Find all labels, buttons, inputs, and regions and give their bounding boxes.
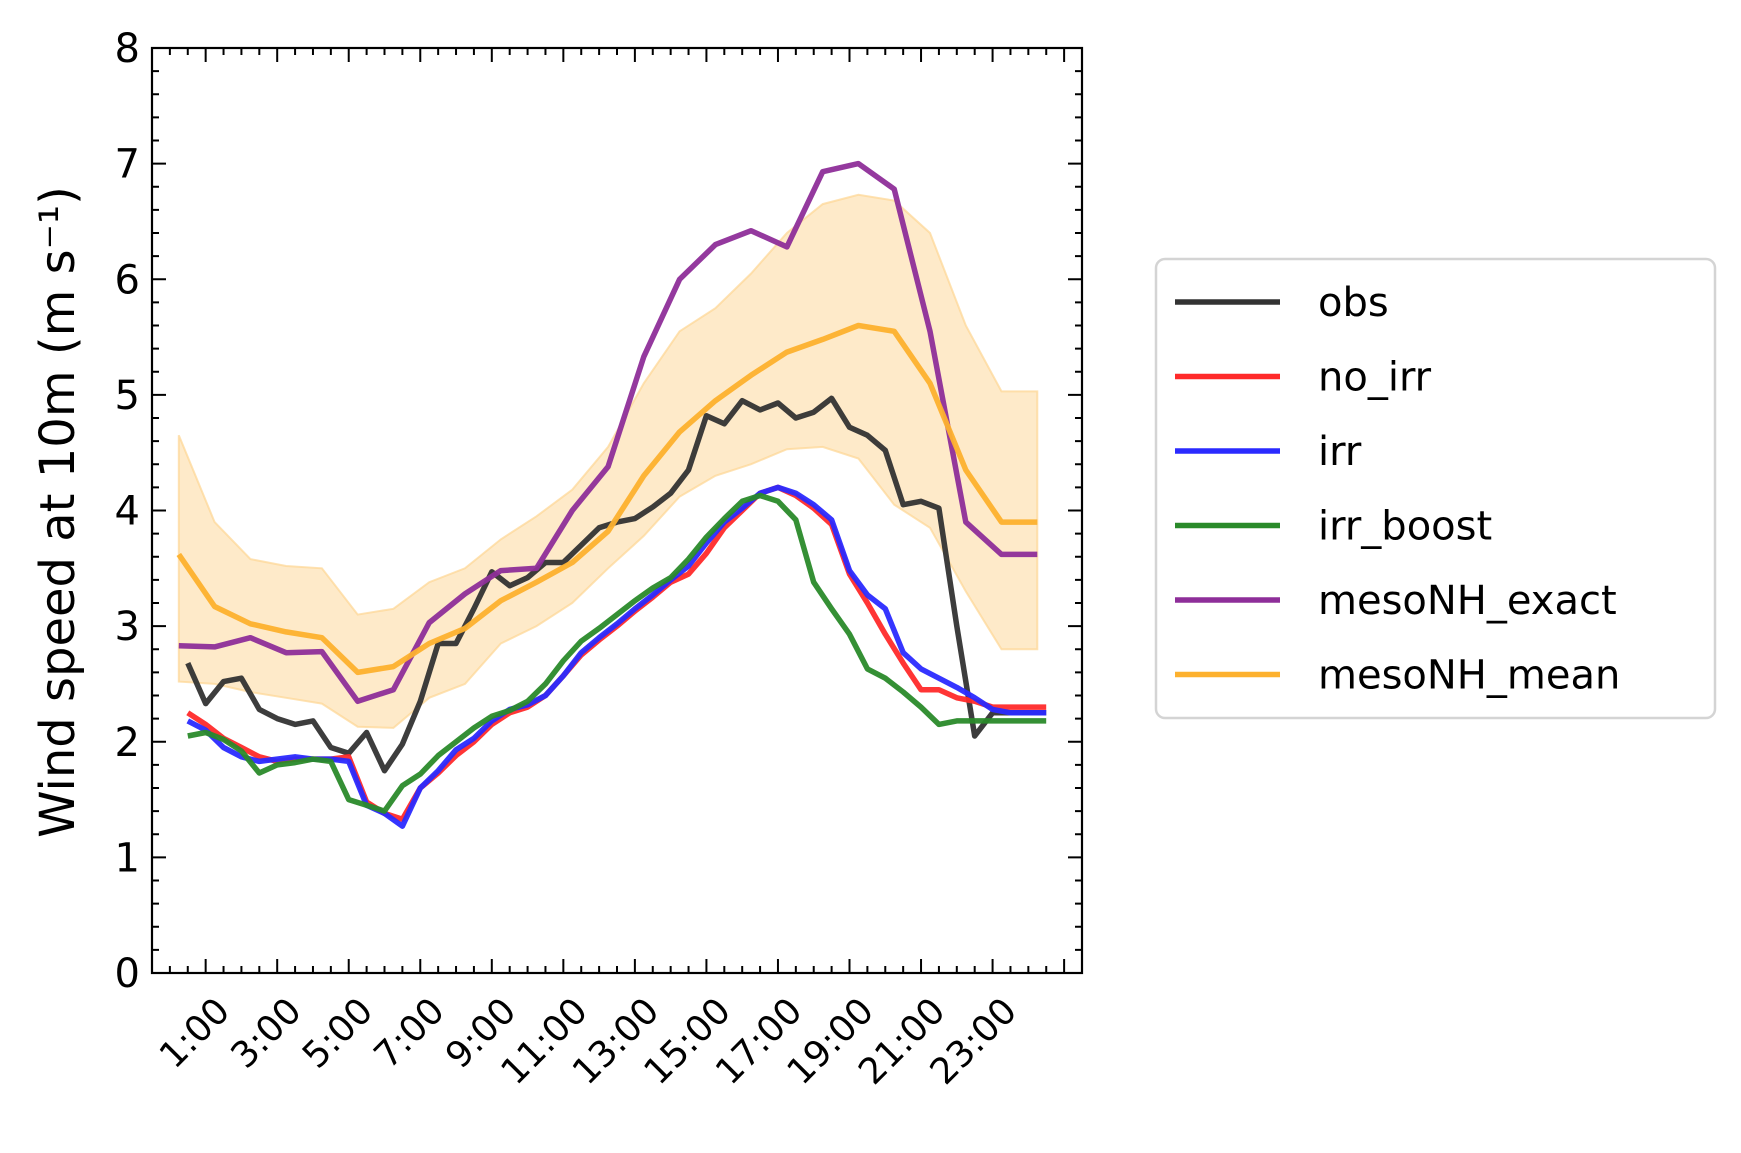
plot-frame — [150, 46, 1084, 975]
y-tick-label: 0 — [115, 951, 140, 997]
series-line-mesonh-mean — [176, 322, 1038, 676]
y-tick-label: 1 — [115, 835, 140, 881]
x-tick-label: 7:00 — [367, 990, 453, 1076]
legend-label: irr — [1318, 429, 1362, 475]
y-tick-label: 2 — [115, 720, 140, 766]
series-line-mesonh-exact — [178, 160, 1038, 705]
series-lines-layer — [176, 160, 1047, 829]
y-tick-label: 5 — [115, 373, 140, 419]
x-tick-label: 1:00 — [152, 990, 238, 1076]
y-tick-label: 8 — [115, 26, 140, 72]
axis-ticks-layer — [152, 47, 1082, 974]
legend-label: obs — [1318, 280, 1389, 326]
legend-label: irr_boost — [1318, 504, 1492, 550]
x-tick-label: 5:00 — [295, 990, 381, 1076]
x-tick-label: 3:00 — [223, 990, 309, 1076]
y-tick-label: 7 — [115, 142, 140, 188]
legend-label: no_irr — [1318, 355, 1432, 401]
legend-label: mesoNH_exact — [1318, 578, 1617, 624]
legend-label: mesoNH_mean — [1318, 653, 1620, 699]
series-line-irr-boost — [187, 492, 1047, 814]
y-tick-label: 3 — [115, 604, 140, 650]
y-tick-label: 4 — [115, 489, 140, 535]
legend-frame — [1154, 257, 1717, 720]
y-tick-label: 6 — [115, 257, 140, 303]
y-axis-label: Wind speed at 10m (m s⁻¹) — [30, 186, 86, 838]
